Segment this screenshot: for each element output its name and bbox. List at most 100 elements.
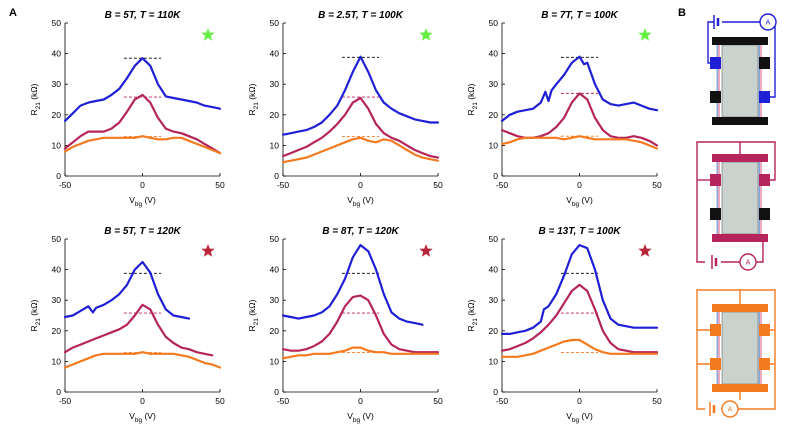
bottom-contact-bar (712, 234, 768, 242)
channel (721, 311, 759, 385)
x-tick-label: 50 (652, 396, 662, 406)
x-tick-label: 0 (358, 180, 363, 190)
bottom-contact-bar (712, 117, 768, 125)
y-tick-label: 10 (270, 356, 280, 366)
channel (721, 44, 759, 118)
star-icon (638, 244, 652, 257)
series-orange (281, 346, 440, 360)
y-tick-label: 30 (270, 295, 280, 305)
ammeter-label: A (728, 407, 733, 414)
y-tick-label: 20 (52, 110, 62, 120)
wire (740, 141, 776, 181)
y-tick-label: 0 (493, 387, 498, 397)
x-tick-label: -50 (59, 396, 72, 406)
x-tick-label: -50 (277, 396, 290, 406)
channel (721, 161, 759, 235)
star-icon (638, 28, 652, 41)
y-tick-label: 50 (52, 18, 62, 28)
x-tick-label: 50 (215, 396, 225, 406)
y-axis-label: R21 (kΩ) (247, 83, 260, 115)
star-icon (419, 28, 433, 41)
x-tick-label: 0 (140, 396, 145, 406)
side-contact-left (710, 324, 721, 336)
top-contact-bar (712, 37, 768, 45)
y-tick-label: 10 (489, 140, 499, 150)
series-blue (281, 244, 424, 326)
schematic-panel: A A A (696, 13, 777, 418)
y-tick-label: 0 (56, 171, 61, 181)
side-contact-right (759, 208, 770, 220)
y-tick-label: 50 (489, 234, 499, 244)
x-axis-label: Vbg (V) (129, 411, 156, 424)
chart-title: B = 8T, T = 120K (322, 226, 399, 237)
y-tick-label: 30 (489, 295, 499, 305)
y-tick-label: 10 (52, 356, 62, 366)
y-tick-label: 20 (270, 326, 280, 336)
panel-a-label: A (9, 7, 17, 19)
x-tick-label: 0 (140, 180, 145, 190)
y-tick-label: 30 (489, 79, 499, 89)
side-contact-left (710, 358, 721, 370)
y-tick-label: 50 (270, 18, 280, 28)
series-magenta (63, 93, 222, 155)
circuit-bottom-config: A (696, 289, 776, 418)
x-axis-label: Vbg (V) (347, 411, 374, 424)
y-tick-label: 50 (489, 18, 499, 28)
star-icon (201, 28, 215, 41)
x-tick-label: 0 (577, 396, 582, 406)
wire (721, 242, 764, 263)
x-axis-label: Vbg (V) (347, 195, 374, 208)
wire (770, 329, 775, 365)
top-contact-bar (712, 154, 768, 162)
y-tick-label: 0 (274, 171, 279, 181)
y-tick-label: 50 (52, 234, 62, 244)
side-contact-right (759, 324, 770, 336)
x-tick-label: 0 (577, 180, 582, 190)
x-tick-label: 50 (652, 180, 662, 190)
side-contact-right (759, 91, 770, 103)
y-tick-label: 40 (489, 265, 499, 275)
x-axis-label: Vbg (V) (129, 195, 156, 208)
side-contact-right (759, 174, 770, 186)
y-tick-label: 50 (270, 234, 280, 244)
y-tick-label: 20 (489, 326, 499, 336)
y-tick-label: 30 (52, 79, 62, 89)
y-axis-label: R21 (kΩ) (29, 83, 42, 115)
series-orange (63, 135, 222, 155)
chart-title: B = 7T, T = 100K (541, 10, 618, 21)
y-tick-label: 30 (52, 295, 62, 305)
x-axis-label: Vbg (V) (566, 195, 593, 208)
x-tick-label: -50 (59, 180, 72, 190)
x-tick-label: 0 (358, 396, 363, 406)
series-magenta (281, 96, 440, 159)
y-tick-label: 10 (52, 140, 62, 150)
star-icon (419, 244, 433, 257)
ammeter-icon (721, 400, 739, 418)
series-orange (281, 136, 440, 164)
x-tick-label: 50 (433, 180, 443, 190)
series-orange (63, 351, 222, 369)
circuit-top-config: A (707, 13, 777, 125)
series-magenta (63, 303, 214, 357)
wire (696, 141, 741, 263)
y-tick-label: 0 (274, 387, 279, 397)
series-blue (63, 260, 191, 320)
top-contact-bar (712, 304, 768, 312)
wire (696, 289, 741, 410)
y-axis-label: R21 (kΩ) (29, 299, 42, 331)
ammeter-label: A (746, 260, 751, 267)
series-magenta (281, 294, 440, 354)
chart-title: B = 2.5T, T = 100K (318, 10, 404, 21)
star-icon (201, 244, 215, 257)
y-tick-label: 10 (489, 356, 499, 366)
series-blue (500, 244, 659, 335)
ammeter-icon (739, 253, 757, 271)
chart-title: B = 5T, T = 110K (105, 10, 182, 21)
panel-b-label: B (678, 7, 686, 19)
